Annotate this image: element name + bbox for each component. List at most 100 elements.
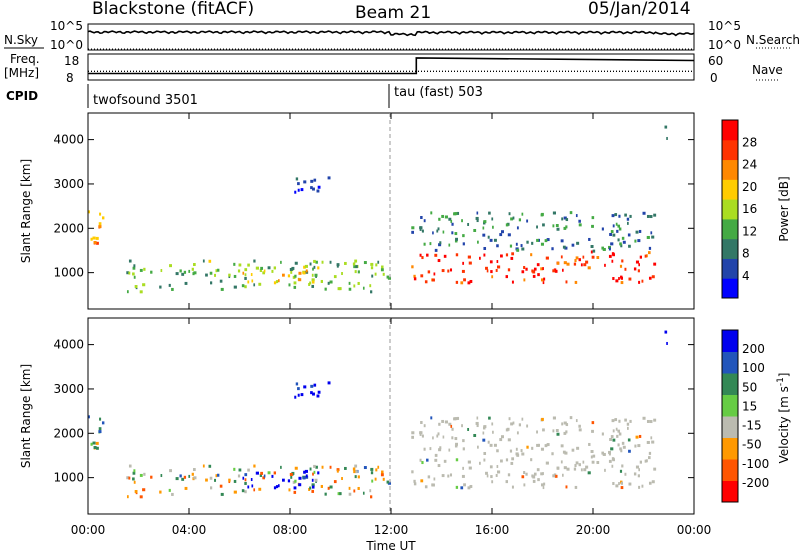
velocity-cell-366: [482, 431, 485, 435]
velocity-colorbar-label: Velocity [m s-1]: [776, 373, 791, 464]
velocity-cell-274: [624, 418, 627, 422]
velocity-cell-309: [510, 422, 514, 426]
power-cell-134: [244, 273, 247, 277]
velocity-ytick-label-2000: 2000: [53, 426, 84, 440]
nsky-tick-hi-right: 10^5: [708, 19, 741, 33]
power-cell-143: [305, 269, 308, 273]
power-cell-176: [460, 281, 464, 285]
power-cell-247: [505, 275, 509, 279]
velocity-cell-194: [443, 459, 447, 463]
velocity-cell-160: [563, 466, 567, 470]
velocity-cell-238: [653, 467, 657, 471]
velocity-cell-189: [543, 482, 546, 486]
power-cell-407: [536, 225, 538, 229]
velocity-cell-43: [128, 476, 131, 480]
velocity-cell-183: [624, 472, 627, 476]
power-cell-45: [237, 269, 241, 273]
velocity-cell-258: [637, 474, 640, 478]
power-cell-161: [437, 259, 441, 263]
power-cell-397: [612, 224, 615, 228]
power-cell-337: [473, 228, 477, 232]
power-cell-430: [664, 125, 668, 129]
power-cell-243: [556, 261, 560, 265]
velocity-cell-220: [620, 481, 624, 485]
power-cell-287: [462, 234, 465, 238]
velocity-cell-139: [303, 470, 306, 474]
power-cell-159: [486, 269, 489, 273]
velocity-cell-320: [591, 429, 594, 433]
power-cell-329: [626, 217, 630, 221]
velocity-cell-371: [429, 447, 432, 451]
power-cell-113: [262, 271, 266, 275]
velocity-cell-7: [92, 441, 96, 445]
velocity-cell-224: [532, 475, 536, 479]
velocity-cell-280: [520, 449, 523, 453]
power-cell-166: [447, 269, 450, 273]
power-cell-216: [523, 278, 526, 282]
velocity-cell-328: [430, 416, 433, 420]
velocity-cell-61: [175, 477, 179, 481]
velocity-cell-218: [426, 458, 429, 462]
power-cell-109: [202, 259, 205, 263]
power-cell-342: [521, 212, 524, 216]
power-cell-232: [463, 278, 466, 282]
power-cell-146: [304, 264, 308, 268]
velocity-cell-364: [649, 420, 653, 424]
power-cell-12: [214, 273, 217, 277]
power-cell-196: [431, 278, 435, 282]
power-cell-36: [244, 285, 247, 289]
velocity-cell-431: [666, 341, 668, 345]
velocity-cell-223: [523, 470, 526, 474]
velocity-cell-22: [308, 487, 311, 491]
velocity-cell-376: [442, 435, 445, 439]
freq-label-line2: [MHz]: [4, 66, 39, 80]
velocity-cell-29: [354, 464, 358, 468]
power-cell-295: [590, 244, 594, 248]
velocity-cell-272: [629, 419, 632, 423]
cpid-label: CPID: [6, 89, 38, 103]
velocity-cell-377: [500, 435, 504, 439]
power-cell-21: [126, 271, 130, 275]
power-cell-94: [336, 264, 339, 268]
velocity-cell-196: [431, 483, 435, 487]
power-cell-348: [454, 232, 458, 236]
velocity-cell-241: [574, 485, 578, 489]
power-cell-281: [505, 223, 509, 227]
power-cell-341: [611, 214, 615, 218]
velocity-cell-97: [228, 478, 231, 482]
velocity-cell-267: [495, 473, 498, 477]
power-cell-229: [542, 267, 544, 271]
power-cell-185: [638, 280, 641, 284]
velocity-cell-152: [244, 473, 248, 477]
velocity-cell-30: [191, 472, 194, 476]
velocity-cell-186: [419, 458, 422, 462]
velocity-cell-389: [512, 421, 515, 425]
power-cell-70: [290, 270, 293, 274]
power-cell-85: [139, 290, 143, 294]
power-cell-251: [537, 273, 540, 277]
power-cell-333: [521, 247, 525, 251]
velocity-cell-65: [311, 489, 315, 493]
power-cell-310: [491, 217, 494, 221]
power-cell-46: [142, 283, 146, 287]
velocity-cell-399: [642, 416, 646, 420]
power-cell-76: [375, 263, 378, 267]
power-cell-195: [533, 267, 537, 271]
velocity-cell-391: [496, 449, 499, 453]
velocity-cell-317: [455, 442, 458, 446]
power-cell-428: [310, 186, 313, 190]
velocity-cell-404: [619, 447, 622, 451]
velocity-cell-110: [352, 467, 356, 471]
velocity-cell-256: [507, 473, 511, 477]
power-cell-398: [483, 246, 487, 250]
velocity-cell-292: [578, 428, 582, 432]
velocity-cell-243: [556, 466, 560, 470]
velocity-cell-23: [362, 491, 365, 495]
power-cell-60: [357, 281, 360, 285]
velocity-cell-78: [253, 488, 256, 492]
power-cell-325: [551, 247, 554, 251]
power-cell-221: [420, 274, 424, 278]
velocity-cell-234: [639, 460, 642, 464]
power-cell-20: [327, 281, 330, 285]
